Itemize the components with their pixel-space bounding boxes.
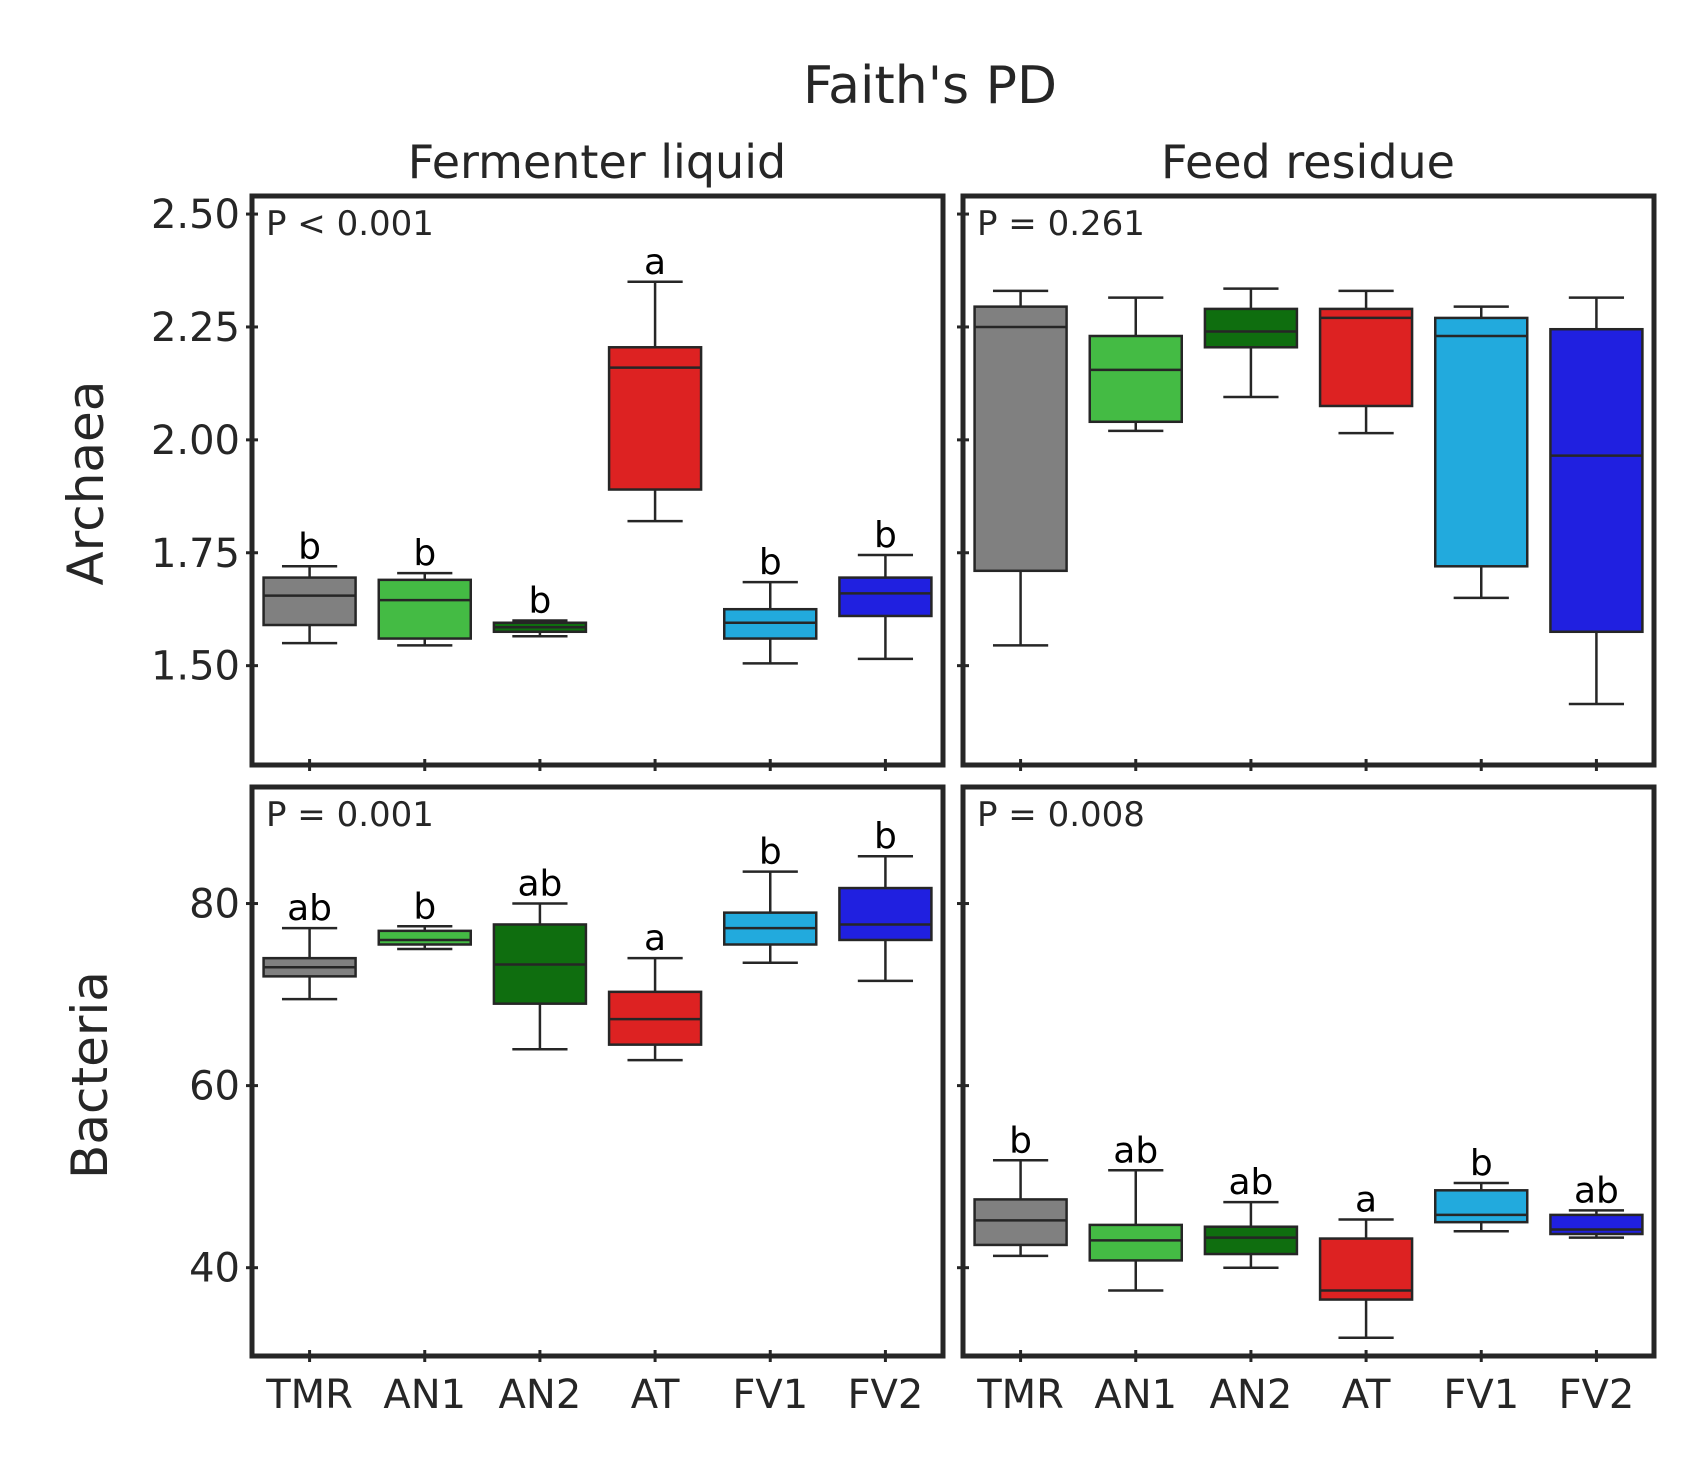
significance-letter: ab xyxy=(287,888,332,929)
box-fv2: b xyxy=(838,515,933,661)
iqr-box xyxy=(1318,307,1414,408)
panel-frame xyxy=(249,784,946,1359)
box-tmr: b xyxy=(973,1120,1068,1258)
x-tick-label: TMR xyxy=(976,1372,1064,1418)
x-tick-label: FV2 xyxy=(1559,1372,1635,1418)
x-tick-label: AN1 xyxy=(383,1372,466,1418)
box-fv2 xyxy=(1549,296,1644,706)
y-tick-label: 1.75 xyxy=(151,531,240,577)
iqr-box xyxy=(973,305,1068,573)
significance-letter: b xyxy=(1009,1120,1032,1161)
p-value: P < 0.001 xyxy=(266,204,434,244)
box-an1 xyxy=(1088,296,1183,433)
significance-letter: ab xyxy=(1113,1130,1158,1171)
y-tick-label: 60 xyxy=(189,1064,240,1110)
box-tmr: b xyxy=(262,526,357,645)
box-tmr: ab xyxy=(262,888,357,1001)
significance-letter: ab xyxy=(517,864,562,905)
box-at: a xyxy=(607,918,703,1062)
box-at: a xyxy=(1318,1179,1414,1340)
row-label-archaea: Archaea xyxy=(57,381,115,586)
significance-letter: b xyxy=(528,580,551,621)
iqr-box xyxy=(262,576,357,627)
box-fv1 xyxy=(1434,305,1529,600)
y-tick-label: 2.00 xyxy=(151,418,240,464)
panel-archaea-feed-residue: P = 0.261 xyxy=(957,193,1657,771)
iqr-box xyxy=(1434,1189,1529,1224)
iqr-box xyxy=(1434,316,1529,568)
panel-archaea-fermenter-liquid: 1.50 1.75 2.00 2.25 2.50 b b b a b b P < 0.001 xyxy=(151,192,946,771)
x-tick-label: FV2 xyxy=(848,1372,924,1418)
panel-frame xyxy=(960,193,1657,768)
p-value: P = 0.001 xyxy=(266,795,434,835)
significance-letter: a xyxy=(644,918,666,959)
iqr-box xyxy=(1549,1213,1644,1236)
box-an2: ab xyxy=(492,864,588,1051)
significance-letter: b xyxy=(298,526,321,567)
figure-title: Faith's PD xyxy=(803,56,1057,116)
box-fv2: b xyxy=(838,816,933,983)
x-tick-label: AN2 xyxy=(1210,1372,1293,1418)
box-at xyxy=(1318,289,1414,435)
x-tick-label: AN2 xyxy=(499,1372,582,1418)
column-title-fermenter-liquid: Fermenter liquid xyxy=(408,135,786,189)
iqr-box xyxy=(377,929,472,946)
iqr-box xyxy=(1203,1225,1299,1256)
x-tick-label: TMR xyxy=(265,1372,353,1418)
iqr-box xyxy=(607,346,703,491)
box-fv1: b xyxy=(723,832,818,964)
significance-letter: b xyxy=(413,533,436,574)
significance-letter: ab xyxy=(1574,1170,1619,1211)
y-tick-label: 2.50 xyxy=(151,192,240,238)
column-title-feed-residue: Feed residue xyxy=(1161,135,1455,189)
x-tick-label: FV1 xyxy=(1443,1372,1519,1418)
x-tick-label: AT xyxy=(631,1372,680,1418)
significance-letter: b xyxy=(759,542,782,583)
box-an2 xyxy=(1203,287,1299,399)
box-at: a xyxy=(607,242,703,523)
significance-letter: b xyxy=(1470,1143,1493,1184)
box-an1: b xyxy=(377,533,472,647)
box-fv2: ab xyxy=(1549,1170,1644,1239)
y-tick-label: 40 xyxy=(189,1246,240,1292)
p-value: P = 0.261 xyxy=(977,204,1145,244)
box-an1: b xyxy=(377,886,472,951)
iqr-box xyxy=(1088,1223,1183,1262)
significance-letter: b xyxy=(874,816,897,857)
significance-letter: ab xyxy=(1228,1162,1273,1203)
iqr-box xyxy=(1203,307,1299,349)
significance-letter: a xyxy=(644,242,666,283)
significance-letter: a xyxy=(1355,1179,1377,1220)
box-an2: b xyxy=(492,580,588,638)
x-tick-label: FV1 xyxy=(732,1372,808,1418)
box-fv1: b xyxy=(723,542,818,665)
significance-letter: b xyxy=(759,832,782,873)
panel-frame xyxy=(960,784,1657,1359)
box-fv1: b xyxy=(1434,1143,1529,1233)
iqr-box xyxy=(838,576,933,618)
significance-letter: b xyxy=(874,515,897,556)
y-tick-label: 2.25 xyxy=(151,305,240,351)
y-tick-label: 80 xyxy=(189,882,240,928)
iqr-box xyxy=(1088,334,1183,424)
panel-frame xyxy=(249,193,946,768)
x-tick-labels: TMR AN1 AN2 AT FV1 FV2 TMR AN1 AN2 AT FV1 FV2 xyxy=(265,1372,1634,1418)
x-tick-label: AT xyxy=(1342,1372,1391,1418)
box-tmr xyxy=(973,289,1068,647)
iqr-box xyxy=(973,1198,1068,1247)
box-an2: ab xyxy=(1203,1162,1299,1269)
iqr-box xyxy=(377,578,472,640)
p-value: P = 0.008 xyxy=(977,795,1145,835)
y-tick-label: 1.50 xyxy=(151,644,240,690)
box-an1: ab xyxy=(1088,1130,1183,1292)
iqr-box xyxy=(838,886,933,942)
significance-letter: b xyxy=(413,886,436,927)
iqr-box xyxy=(1549,327,1644,634)
x-tick-label: AN1 xyxy=(1094,1372,1177,1418)
row-label-bacteria: Bacteria xyxy=(61,971,119,1179)
